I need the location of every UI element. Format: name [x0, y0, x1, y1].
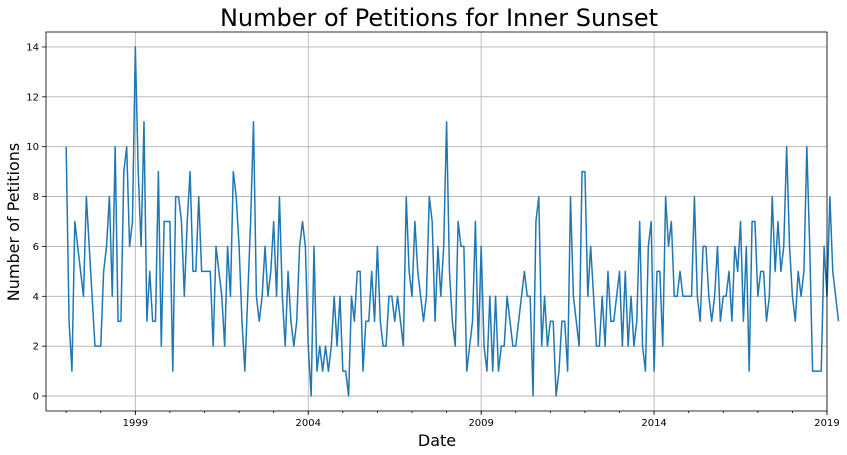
y-axis-label: Number of Petitions: [4, 143, 23, 302]
x-tick-label: 1999: [123, 418, 148, 429]
x-axis-label: Date: [418, 431, 456, 450]
y-tick-label: 12: [26, 92, 39, 103]
x-tick-label: 2009: [468, 418, 493, 429]
chart-title: Number of Petitions for Inner Sunset: [220, 4, 658, 32]
plot-frame: [45, 31, 828, 412]
y-tick-label: 8: [33, 192, 39, 203]
y-tick-label: 2: [33, 342, 39, 353]
y-tick-label: 6: [33, 242, 39, 253]
y-tick-label: 0: [33, 392, 39, 403]
x-axis: 1999 2004 2009 2014 2019: [65, 411, 840, 429]
x-tick-label: 2004: [296, 418, 321, 429]
y-tick-label: 10: [26, 142, 39, 153]
y-tick-label: 4: [33, 292, 39, 303]
x-tick-label: 2019: [814, 418, 839, 429]
x-tick-label: 2014: [641, 418, 666, 429]
grid: [46, 32, 828, 411]
y-tick-label: 14: [26, 42, 39, 53]
series-line: [65, 46, 840, 397]
y-axis: 0 2 4 6 8 10 12 14: [26, 42, 46, 403]
